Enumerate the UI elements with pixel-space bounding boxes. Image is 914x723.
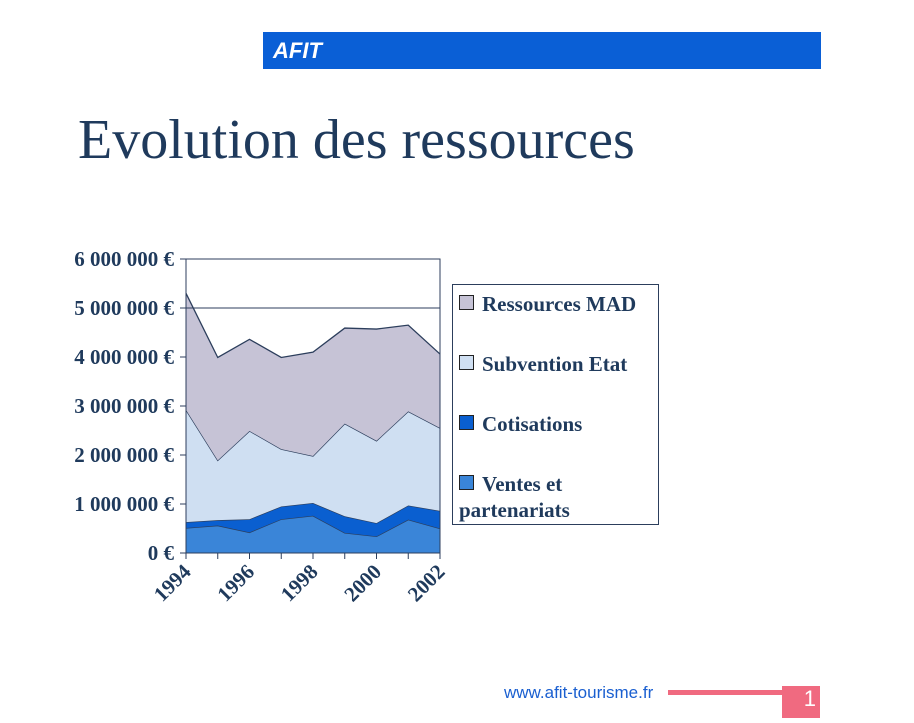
area-ressources-mad: [186, 293, 440, 461]
legend-item: Subvention Etat: [459, 351, 627, 377]
x-tick-label: 1998: [276, 560, 323, 607]
y-tick-label: 1 000 000 €: [74, 492, 174, 516]
legend-item: Ventes et partenariats: [459, 471, 649, 523]
header-banner: AFIT: [263, 32, 821, 69]
y-tick-label: 5 000 000 €: [74, 296, 174, 320]
x-tick-label: 2000: [339, 560, 386, 607]
area-ventes-et-partenariats: [186, 515, 440, 553]
page-number: 1: [782, 686, 820, 718]
y-tick-label: 4 000 000 €: [74, 345, 174, 369]
legend-label: Ventes et partenariats: [459, 472, 570, 522]
y-tick-label: 2 000 000 €: [74, 443, 174, 467]
brand-label: AFIT: [273, 38, 322, 63]
legend-label: Subvention Etat: [482, 352, 628, 376]
legend-swatch: [459, 295, 474, 310]
y-tick-label: 0 €: [148, 541, 175, 565]
area-cotisations: [186, 503, 440, 537]
y-tick-label: 3 000 000 €: [74, 394, 174, 418]
x-tick-label: 1996: [212, 560, 259, 607]
legend-label: Cotisations: [482, 412, 583, 436]
legend-swatch: [459, 475, 474, 490]
legend-swatch: [459, 415, 474, 430]
legend-item: Cotisations: [459, 411, 582, 437]
x-tick-label: 1994: [149, 559, 196, 606]
footer-decoration: [668, 690, 788, 695]
page-title: Evolution des ressources: [78, 109, 635, 171]
line-ressources-mad: [185, 293, 441, 359]
footer-url-link[interactable]: www.afit-tourisme.fr: [504, 683, 654, 702]
chart-legend: Ressources MAD Subvention Etat Cotisations…: [452, 284, 659, 525]
legend-item: Ressources MAD: [459, 291, 636, 317]
y-tick-label: 6 000 000 €: [74, 247, 174, 271]
area-subvention-etat: [186, 409, 440, 524]
x-tick-label: 2002: [403, 560, 450, 607]
legend-swatch: [459, 355, 474, 370]
legend-label: Ressources MAD: [482, 292, 637, 316]
